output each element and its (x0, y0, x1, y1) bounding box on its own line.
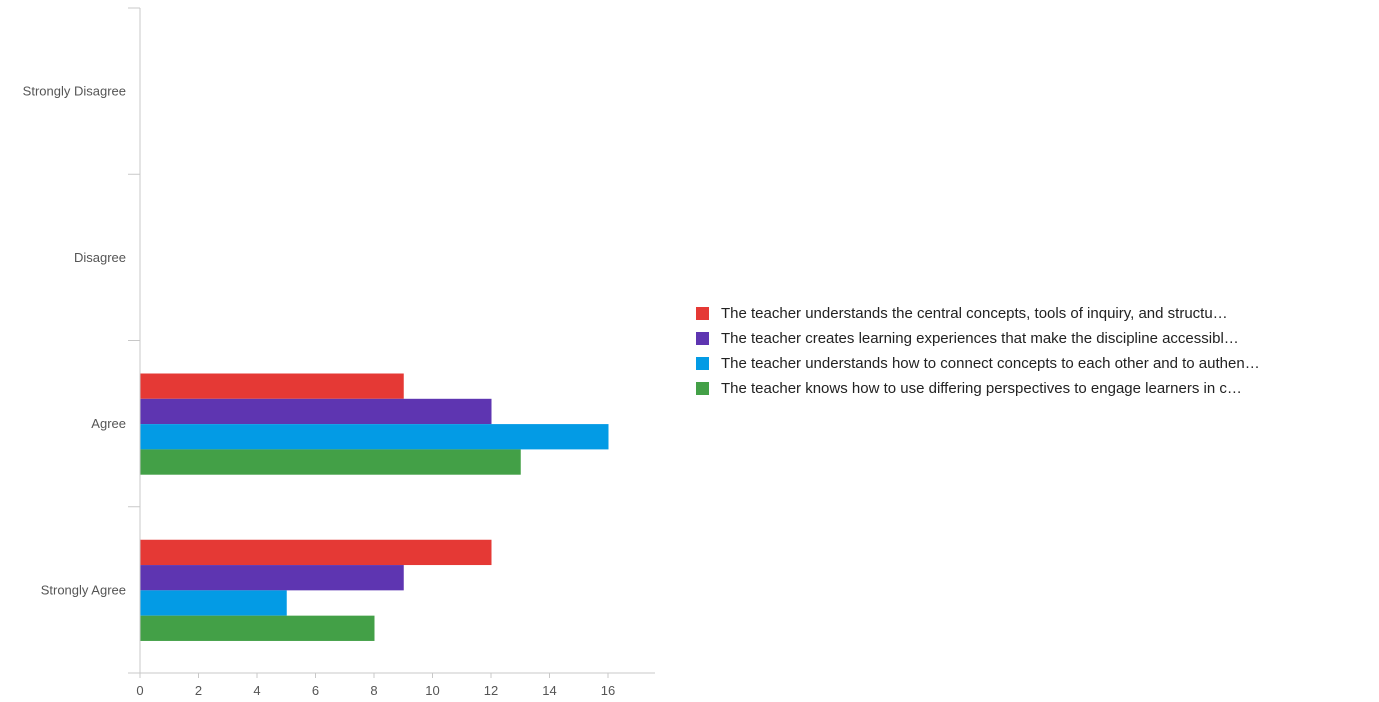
category-label: Strongly Disagree (23, 84, 126, 99)
legend-swatch (696, 332, 709, 345)
bar (140, 539, 492, 566)
category-label: Disagree (74, 250, 126, 265)
legend-swatch (696, 307, 709, 320)
bar (140, 398, 492, 425)
bar (140, 590, 287, 616)
bar (140, 615, 375, 641)
value-tick-label: 0 (136, 683, 143, 698)
value-tick-label: 12 (484, 683, 498, 698)
value-tick-label: 16 (601, 683, 615, 698)
value-tick-label: 6 (312, 683, 319, 698)
bar (140, 424, 609, 450)
legend-swatch (696, 382, 709, 395)
category-label: Agree (91, 416, 126, 431)
legend-item[interactable]: The teacher creates learning experiences… (696, 326, 1260, 351)
legend-label: The teacher understands how to connect c… (721, 355, 1260, 372)
legend-item[interactable]: The teacher understands the central conc… (696, 301, 1260, 326)
legend: The teacher understands the central conc… (696, 301, 1260, 401)
value-tick-label: 4 (253, 683, 260, 698)
legend-swatch (696, 357, 709, 370)
value-tick-label: 2 (195, 683, 202, 698)
legend-item[interactable]: The teacher knows how to use differing p… (696, 376, 1260, 401)
bar (140, 449, 521, 475)
value-tick-label: 10 (425, 683, 439, 698)
category-label: Strongly Agree (41, 582, 126, 597)
bar (140, 373, 404, 399)
legend-label: The teacher understands the central conc… (721, 305, 1228, 322)
legend-item[interactable]: The teacher understands how to connect c… (696, 351, 1260, 376)
value-tick-label: 8 (370, 683, 377, 698)
bars-group (140, 373, 609, 641)
legend-label: The teacher knows how to use differing p… (721, 380, 1242, 397)
value-tick-label: 14 (542, 683, 556, 698)
bar (140, 565, 404, 591)
category-axis: Strongly Disagree Disagree Agree Strongly A… (23, 7, 141, 674)
value-axis: 0 2 4 6 8 10 12 14 16 (136, 672, 655, 698)
legend-label: The teacher creates learning experiences… (721, 330, 1239, 347)
